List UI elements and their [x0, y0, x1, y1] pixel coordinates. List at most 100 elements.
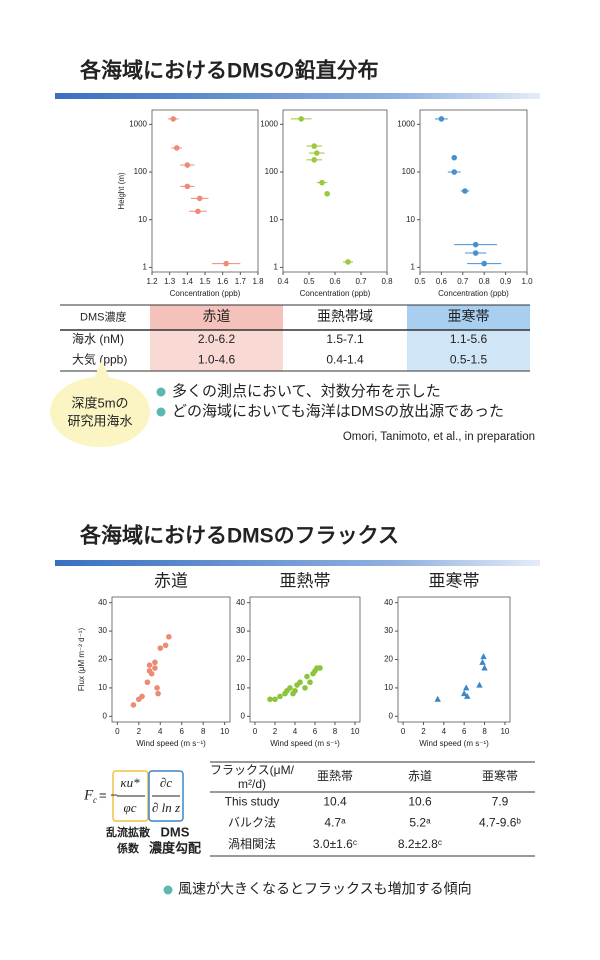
- header-cell: [407, 305, 530, 330]
- chart-title: 亜寒帯: [429, 571, 480, 590]
- title-bar: [55, 560, 540, 566]
- x-axis-label: Wind speed (m s⁻¹): [419, 739, 489, 748]
- table-cell: 4.7ᵃ: [324, 816, 346, 830]
- data-point: [173, 145, 180, 151]
- data-point: [480, 653, 487, 660]
- formula-label: 乱流拡散: [106, 825, 151, 839]
- x-tick-label: 6: [180, 727, 185, 736]
- data-point: [130, 702, 137, 708]
- x-tick-label: 10: [351, 727, 360, 736]
- data-point: [307, 679, 313, 686]
- data-point: [146, 662, 153, 668]
- plot-frame: [419, 109, 528, 273]
- y-tick-label: 100: [402, 167, 416, 176]
- table-cell: 大気 (ppb): [72, 352, 127, 367]
- column-cell: [407, 330, 530, 371]
- data-point: [304, 673, 310, 680]
- x-tick-label: 0.9: [500, 277, 512, 286]
- bullet-dot: [163, 885, 173, 895]
- data-point: [154, 685, 160, 691]
- y-tick-label: 30: [384, 626, 393, 635]
- y-tick-label: 100: [265, 167, 279, 176]
- data-point: [472, 250, 479, 256]
- data-point: [152, 665, 158, 671]
- formula-text: ∂c: [160, 775, 172, 790]
- y-tick-label: 20: [236, 655, 245, 664]
- y-axis-label: Height (m): [117, 172, 126, 210]
- x-tick-label: 0.6: [329, 277, 341, 286]
- data-point: [162, 642, 169, 649]
- x-tick-label: 8: [333, 727, 338, 736]
- x-tick-label: 10: [220, 727, 229, 736]
- data-point: [463, 684, 470, 691]
- data-point: [434, 695, 441, 702]
- data-point: [472, 241, 479, 248]
- x-tick-label: 6: [462, 727, 467, 736]
- formula-text: ∂ ln z: [152, 800, 180, 815]
- x-tick-label: 0.7: [355, 277, 367, 286]
- table-cell: 3.0±1.6ᶜ: [313, 837, 357, 851]
- y-tick-label: 10: [98, 683, 107, 692]
- table-header: 赤道: [408, 769, 432, 783]
- table-header: フラックス(μM/: [210, 763, 295, 777]
- data-point: [451, 169, 458, 175]
- formula-text: κu*: [120, 775, 140, 790]
- y-tick-label: 0: [103, 711, 108, 720]
- bullet-dot: [156, 387, 166, 397]
- note-text: 深度5mの: [71, 395, 128, 410]
- table-cell: 0.5-1.5: [450, 353, 488, 367]
- y-tick-label: 20: [98, 655, 107, 664]
- citation: Omori, Tanimoto, et al., in preparation: [343, 431, 535, 443]
- formula-text: F: [83, 787, 94, 803]
- x-tick-label: 0: [253, 727, 258, 736]
- y-axis-label: Flux (μM m⁻² d⁻¹): [77, 628, 86, 692]
- y-tick-label: 1: [274, 262, 279, 271]
- x-tick-label: 2: [421, 727, 426, 736]
- y-tick-label: 10: [384, 683, 393, 692]
- data-point: [464, 692, 471, 699]
- formula-label: DMS: [161, 824, 190, 839]
- y-tick-label: 0: [389, 711, 394, 720]
- x-axis-label: Wind speed (m s⁻¹): [270, 739, 340, 748]
- x-tick-label: 2: [137, 727, 142, 736]
- table-cell: 10.6: [408, 795, 432, 809]
- x-tick-label: 1.5: [199, 277, 211, 286]
- x-tick-label: 0: [401, 727, 406, 736]
- x-tick-label: 6: [313, 727, 318, 736]
- data-point: [152, 659, 158, 666]
- data-point: [345, 259, 351, 265]
- table-header: 亜寒帯: [482, 768, 518, 783]
- x-axis-label: Concentration (ppb): [170, 289, 241, 298]
- x-axis-label: Concentration (ppb): [438, 289, 509, 298]
- y-tick-label: 40: [236, 598, 245, 607]
- data-point: [297, 679, 303, 686]
- x-tick-label: 4: [442, 727, 447, 736]
- x-tick-label: 8: [482, 727, 487, 736]
- table-header: DMS濃度: [80, 309, 126, 323]
- data-point: [451, 154, 458, 161]
- data-point: [311, 157, 318, 163]
- bullet-text: どの海域においても海洋はDMSの放出源であった: [172, 403, 504, 420]
- x-tick-label: 1.2: [146, 277, 158, 286]
- y-tick-label: 20: [384, 655, 393, 664]
- data-point: [481, 260, 488, 267]
- table-cell: 1.1-5.6: [450, 332, 488, 346]
- note-text: 研究用海水: [67, 413, 132, 428]
- x-tick-label: 0.6: [436, 277, 448, 286]
- x-tick-label: 0.4: [277, 277, 289, 286]
- x-tick-label: 0: [115, 727, 120, 736]
- data-point: [311, 143, 318, 149]
- data-point: [157, 645, 164, 651]
- data-point: [184, 183, 191, 190]
- y-tick-label: 30: [236, 626, 245, 635]
- data-point: [324, 190, 331, 197]
- data-point: [144, 679, 151, 686]
- table-cell: 10.4: [323, 795, 347, 809]
- data-point: [223, 260, 229, 267]
- y-tick-label: 1000: [397, 119, 415, 128]
- data-point: [277, 693, 283, 700]
- x-axis-label: Wind speed (m s⁻¹): [136, 739, 206, 748]
- data-point: [438, 116, 445, 122]
- formula-text: φc: [124, 800, 137, 815]
- bullet-dot: [156, 407, 166, 417]
